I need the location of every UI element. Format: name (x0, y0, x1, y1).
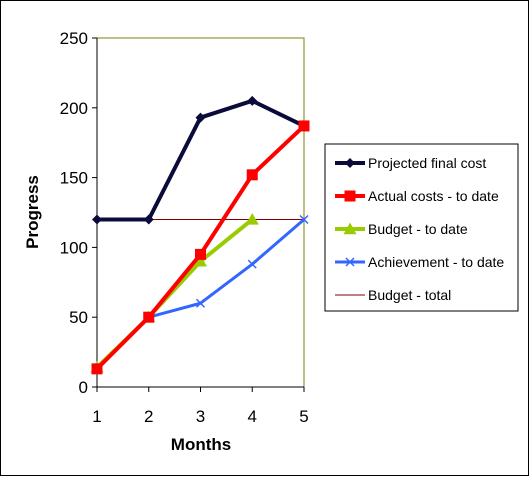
y-tick-label: 200 (60, 99, 88, 118)
data-point (245, 212, 259, 225)
legend-label: Budget - to date (368, 221, 468, 237)
x-tick-label: 2 (144, 407, 153, 426)
data-point (195, 112, 206, 123)
legend-label: Actual costs - to date (368, 188, 499, 204)
data-point-stroke (195, 298, 206, 308)
legend-label: Projected final cost (368, 155, 486, 171)
data-point (195, 298, 206, 308)
data-point (299, 214, 309, 225)
data-point (92, 214, 102, 225)
legend-item: Achievement - to date (335, 254, 504, 270)
y-tick-label: 50 (69, 308, 88, 327)
data-point (91, 363, 103, 375)
legend-label: Achievement - to date (368, 254, 504, 270)
data-point (195, 248, 206, 260)
y-tick-label: 150 (60, 169, 88, 188)
data-point-stroke (299, 214, 309, 225)
y-tick-label: 250 (60, 29, 88, 48)
plot-area-border (96, 37, 305, 388)
x-tick-label: 4 (248, 407, 257, 426)
x-tick-label: 3 (196, 407, 205, 426)
legend-label: Budget - total (368, 287, 451, 303)
legend-item: Budget - to date (335, 221, 468, 237)
data-point (143, 214, 154, 225)
x-tick-label: 5 (299, 407, 308, 426)
data-point-stroke (247, 259, 257, 269)
data-point (143, 311, 155, 323)
y-tick-label: 100 (60, 238, 88, 257)
data-point (298, 120, 310, 132)
data-point (246, 169, 258, 181)
data-point (247, 95, 258, 106)
data-point (194, 254, 207, 267)
y-axis-title: Progress (23, 175, 42, 249)
legend-marker (344, 190, 356, 202)
legend-marker (345, 158, 355, 168)
legend-item: Actual costs - to date (335, 188, 499, 204)
data-point (247, 259, 257, 269)
legend-marker (345, 257, 355, 267)
series-layer (90, 95, 310, 375)
x-tick-label: 1 (92, 407, 101, 426)
legend-marker-stroke (345, 257, 355, 267)
legend-item: Projected final cost (335, 155, 486, 171)
legend-item: Budget - total (335, 287, 451, 303)
series-1 (91, 120, 310, 375)
legend-marker (343, 222, 357, 235)
legend: Projected final cost Actual costs - to da… (324, 143, 519, 312)
y-tick-label: 0 (79, 378, 88, 397)
axes: 0 50 100 150 200 250 1 2 3 4 5 (60, 29, 309, 426)
x-axis-title: Months (171, 435, 231, 454)
